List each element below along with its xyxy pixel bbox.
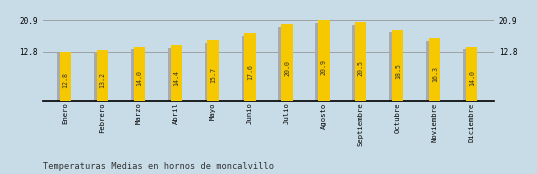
Bar <box>60 52 71 101</box>
Text: 14.0: 14.0 <box>469 70 475 86</box>
Bar <box>56 53 68 101</box>
Bar <box>97 50 107 101</box>
Bar <box>168 48 179 101</box>
Bar <box>315 23 326 101</box>
Text: 14.0: 14.0 <box>136 70 142 86</box>
Bar <box>205 43 216 101</box>
Text: Temperaturas Medias en hornos de moncalvillo: Temperaturas Medias en hornos de moncalv… <box>43 161 274 171</box>
Bar <box>134 47 144 101</box>
Text: 20.5: 20.5 <box>358 60 364 76</box>
Bar <box>393 30 403 101</box>
Bar <box>93 52 105 101</box>
Bar <box>244 33 256 101</box>
Bar <box>279 27 289 101</box>
Bar <box>130 49 142 101</box>
Text: 20.9: 20.9 <box>321 59 327 75</box>
Bar <box>207 40 219 101</box>
Bar <box>430 38 440 101</box>
Bar <box>281 24 293 101</box>
Bar <box>355 22 366 101</box>
Bar <box>389 32 401 101</box>
Text: 14.4: 14.4 <box>173 70 179 86</box>
Bar <box>463 49 475 101</box>
Text: 16.3: 16.3 <box>432 66 438 82</box>
Bar <box>426 41 438 101</box>
Text: 13.2: 13.2 <box>99 72 105 88</box>
Text: 17.6: 17.6 <box>247 64 253 80</box>
Text: 20.0: 20.0 <box>284 61 290 77</box>
Bar <box>466 47 477 101</box>
Text: 18.5: 18.5 <box>395 63 401 79</box>
Text: 12.8: 12.8 <box>62 72 68 88</box>
Bar <box>318 20 330 101</box>
Bar <box>242 36 252 101</box>
Bar <box>352 25 364 101</box>
Text: 15.7: 15.7 <box>210 68 216 84</box>
Bar <box>171 45 182 101</box>
